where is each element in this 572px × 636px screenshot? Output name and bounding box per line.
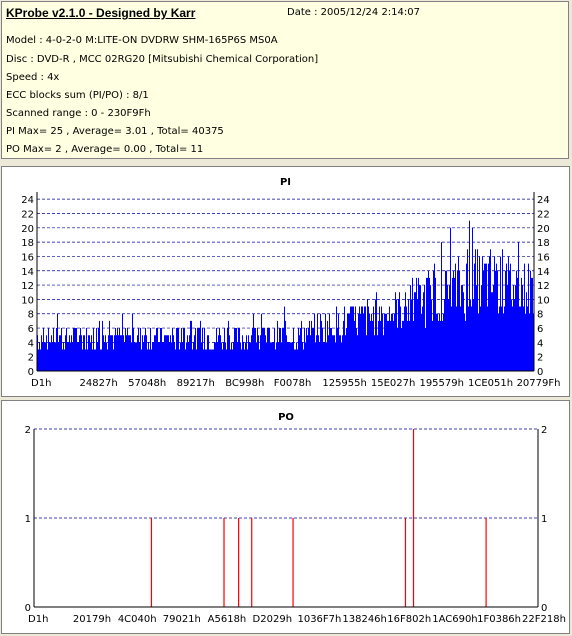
y-tick-label-left: 0 [25,603,31,614]
info-speed: Speed : 4x [6,72,60,83]
y-tick-label-right: 1 [541,514,547,525]
app-title: KProbe v2.1.0 - Designed by Karr [6,6,196,20]
info-ecc: ECC blocks sum (PI/PO) : 8/1 [6,90,149,101]
y-tick-label-right: 10 [537,295,550,306]
y-tick-label-left: 6 [28,324,34,335]
x-tick-label: A5618h [208,614,247,625]
x-tick-label: 1CE051h [468,378,513,389]
scan-date: Date : 2005/12/24 2:14:07 [287,7,420,18]
y-tick-label-left: 12 [21,281,34,292]
y-tick-label-left: 16 [21,252,34,263]
y-tick-label-left: 10 [21,295,34,306]
x-tick-label: F0078h [274,378,312,389]
y-tick-label-right: 2 [537,353,543,364]
y-tick-label-left: 0 [28,367,34,378]
po-chart: PO 0 0 1 1 2 2 D1h 20179h 4C040h 79021h A5618h D2029… [25,412,566,625]
y-tick-label-right: 24 [537,195,550,206]
x-tick-label: 22F218h [522,614,566,625]
y-tick-label-right: 4 [537,338,543,349]
y-tick-label-right: 12 [537,281,550,292]
x-tick-label: 125955h [322,378,367,389]
y-tick-label-right: 18 [537,238,550,249]
x-tick-label: 1AC690h [432,614,477,625]
x-tick-label: 24827h [80,378,118,389]
info-model: Model : 4-0-2-0 M:LITE-ON DVDRW SHM-165P… [6,35,278,46]
x-tick-label: 16F802h [387,614,431,625]
y-tick-label-left: 22 [21,209,34,220]
y-tick-label-left: 2 [25,425,31,436]
x-tick-label: 57048h [128,378,166,389]
y-tick-label-right: 0 [541,603,547,614]
y-tick-label-right: 2 [541,425,547,436]
x-tick-label: 1F0386h [477,614,521,625]
y-tick-label-left: 20 [21,224,34,235]
y-tick-label-right: 14 [537,267,550,278]
x-tick-label: 15E027h [371,378,415,389]
info-panel: KProbe v2.1.0 - Designed by Karr Date : … [1,1,569,159]
x-tick-label: 20779Fh [517,378,561,389]
x-tick-label: D1h [28,614,48,625]
x-tick-label: 195579h [419,378,464,389]
x-tick-label: D1h [31,378,51,389]
info-pi-stats: PI Max= 25 , Average= 3.01 , Total= 4037… [6,126,224,137]
info-disc: Disc : DVD-R , MCC 02RG20 [Mitsubishi Ch… [6,54,319,65]
y-tick-label-left: 14 [21,267,34,278]
x-tick-label: 20179h [73,614,111,625]
x-tick-label: BC998h [225,378,264,389]
x-tick-label: 89217h [177,378,215,389]
x-tick-label: D2029h [253,614,293,625]
po-chart-panel: PO 0 0 1 1 2 2 D1h 20179h 4C040h 79021h A5618h D2029… [1,400,570,634]
y-tick-label-right: 8 [537,310,543,321]
chart-title: PI [280,177,291,188]
y-tick-label-left: 8 [28,310,34,321]
y-tick-label-left: 1 [25,514,31,525]
x-tick-label: 1036F7h [297,614,341,625]
y-tick-label-left: 18 [21,238,34,249]
chart-title: PO [278,412,294,423]
x-tick-label: 138246h [342,614,387,625]
y-tick-label-left: 4 [28,338,34,349]
y-tick-label-right: 6 [537,324,543,335]
y-tick-label-right: 20 [537,224,550,235]
y-tick-label-right: 16 [537,252,550,263]
y-tick-label-right: 0 [537,367,543,378]
info-range: Scanned range : 0 - 230F9Fh [6,108,151,119]
x-tick-label: 4C040h [118,614,157,625]
x-tick-label: 79021h [163,614,201,625]
y-tick-label-left: 24 [21,195,34,206]
y-tick-label-right: 22 [537,209,550,220]
pi-chart-panel: PI 0 0 2 2 4 4 6 6 8 8 10 10 12 12 14 14 16 16 18 18 20 20 22 22… [1,166,570,397]
y-tick-label-left: 2 [28,353,34,364]
info-po-stats: PO Max= 2 , Average= 0.00 , Total= 11 [6,144,204,155]
